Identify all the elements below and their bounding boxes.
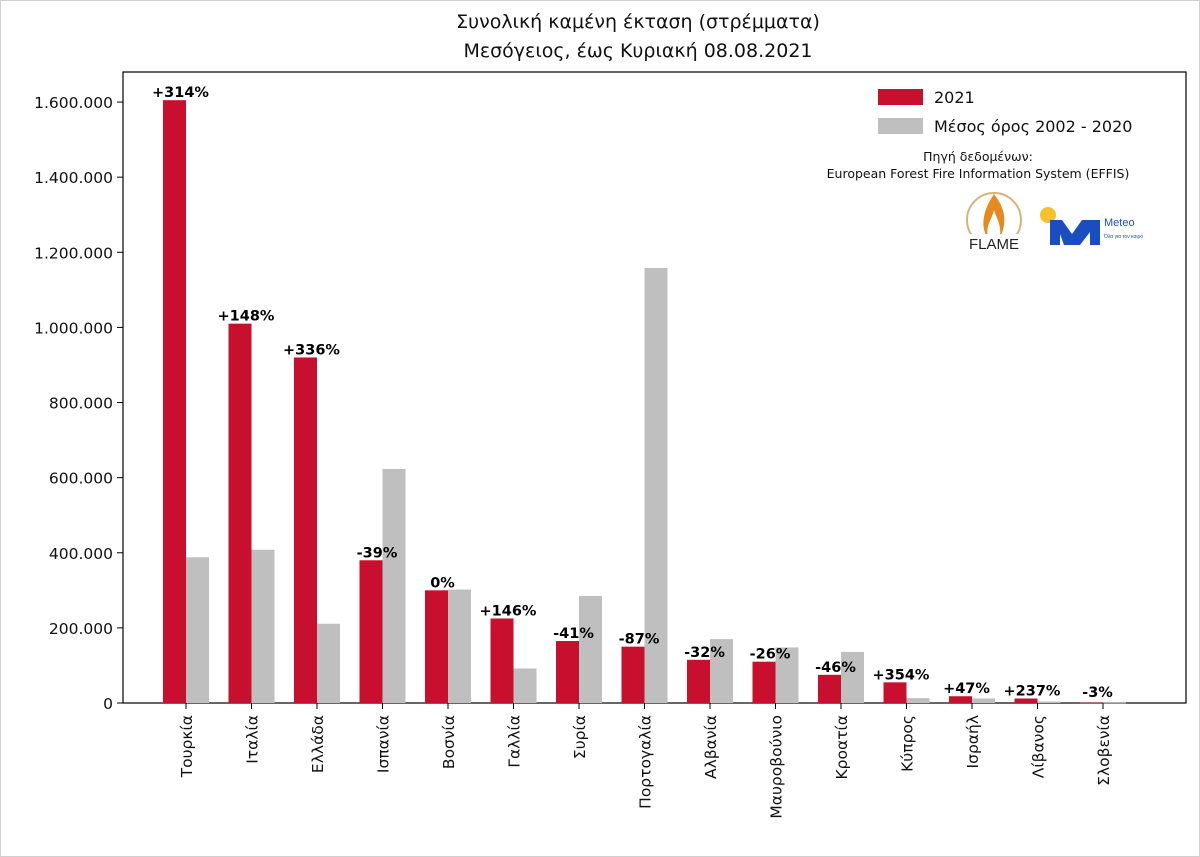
bar-average: [186, 557, 209, 703]
data-label: -26%: [750, 647, 791, 663]
bar-average: [579, 595, 602, 703]
data-label: -32%: [684, 645, 725, 661]
bar-average: [644, 268, 668, 703]
bar-2021: [687, 659, 710, 703]
x-tick-label: Γαλλία: [506, 715, 524, 768]
y-tick-label: 1.200.000: [34, 244, 113, 262]
x-tick-label: Κροατία: [833, 715, 851, 780]
bar-2021: [818, 674, 841, 703]
bar-average: [710, 639, 733, 703]
bar-2021: [556, 641, 579, 703]
data-labels: +314% +148% +336% -39% 0% +146% -41% -87% -32% -2…: [152, 85, 1113, 701]
legend-swatch-average: [878, 118, 923, 134]
flame-logo-text: FLAME: [969, 236, 1019, 253]
meteo-m-icon: [1050, 220, 1100, 245]
bar-average: [972, 698, 995, 703]
x-tick-label: Βοσνία: [440, 715, 458, 769]
y-tick-label: 0: [103, 695, 113, 713]
data-label: -39%: [357, 545, 398, 561]
x-tick-label: Τουρκία: [178, 715, 196, 778]
x-axis: Τουρκία Ιταλία Ελλάδα Ισπανία Βοσνία Γαλλία Συ…: [178, 703, 1113, 819]
meteo-logo-tagline: Όλα για τον καιρό: [1103, 233, 1143, 240]
data-label: -46%: [815, 660, 856, 676]
legend-swatch-2021: [878, 89, 923, 105]
y-tick-label: 800.000: [49, 395, 113, 413]
bar-2021: [294, 357, 317, 703]
chart-subtitle: Μεσόγειος, έως Κυριακή 08.08.2021: [463, 40, 812, 62]
data-label: -41%: [553, 626, 594, 642]
x-tick-label: Κύπρος: [899, 715, 917, 772]
bar-average: [448, 589, 471, 703]
x-tick-label: Πορτογαλία: [637, 715, 655, 809]
y-tick-label: 200.000: [49, 620, 113, 638]
data-label: -3%: [1082, 685, 1113, 701]
data-label: +146%: [480, 603, 537, 619]
data-label: 0%: [430, 575, 455, 591]
bar-average: [775, 647, 799, 703]
bar-2021: [490, 618, 514, 703]
data-label: +237%: [1004, 683, 1061, 699]
bar-average: [841, 651, 864, 703]
sun-icon: [1040, 207, 1056, 223]
bar-2021: [883, 682, 907, 703]
bar-2021: [163, 100, 186, 704]
x-tick-label: Μαυροβούνιο: [768, 715, 786, 819]
bar-2021: [425, 590, 448, 703]
bar-average: [251, 549, 275, 703]
flame-logo: FLAME: [966, 192, 1022, 253]
y-tick-label: 1.600.000: [34, 94, 113, 112]
x-tick-label: Συρία: [571, 715, 589, 759]
source-label: Πηγή δεδομένων:: [923, 149, 1033, 164]
legend-label-average: Μέσος όρος 2002 - 2020: [934, 117, 1132, 136]
bars: [163, 100, 1126, 704]
bar-2021: [359, 560, 383, 703]
x-tick-label: Ισραήλ: [964, 715, 982, 768]
data-label: -87%: [619, 632, 660, 648]
meteo-logo-text: Meteo: [1104, 217, 1135, 229]
data-label: +314%: [152, 85, 209, 101]
bar-2021: [1014, 698, 1038, 703]
bar-average: [382, 469, 406, 703]
x-tick-label: Ελλάδα: [309, 715, 327, 773]
data-label: +47%: [943, 681, 990, 697]
data-label: +354%: [873, 667, 930, 683]
bar-average: [1103, 702, 1126, 704]
bar-average: [906, 698, 930, 703]
bar-2021: [752, 661, 776, 703]
data-label: +336%: [283, 342, 340, 358]
y-tick-label: 1.000.000: [34, 319, 113, 337]
x-tick-label: Ιταλία: [244, 715, 262, 764]
legend: 2021 Μέσος όρος 2002 - 2020: [878, 88, 1132, 136]
x-tick-label: Λίβανος: [1030, 715, 1048, 778]
bar-2021: [621, 646, 645, 703]
y-tick-label: 400.000: [49, 545, 113, 563]
data-label: +148%: [218, 309, 275, 325]
x-tick-label: Αλβανία: [702, 715, 720, 779]
y-axis: 0 200.000 400.000 600.000 800.000 1.000.000 1.…: [34, 94, 123, 713]
meteo-logo: Meteo Όλα για τον καιρό: [1040, 207, 1143, 245]
bar-2021: [949, 696, 972, 703]
bar-2021: [228, 323, 252, 703]
chart-title: Συνολική καμένη έκταση (στρέμματα): [456, 11, 820, 33]
flame-logo-band: [968, 234, 1020, 252]
bar-2021: [1080, 702, 1103, 704]
y-tick-label: 1.400.000: [34, 169, 113, 187]
bar-average: [1037, 701, 1061, 703]
flame-icon: [983, 194, 1005, 240]
bar-average: [513, 668, 537, 703]
x-tick-label: Ισπανία: [375, 715, 393, 773]
bar-average: [317, 623, 340, 703]
y-tick-label: 600.000: [49, 470, 113, 488]
x-tick-label: Σλοβενία: [1095, 715, 1113, 786]
source-name: European Forest Fire Information System …: [827, 166, 1130, 181]
legend-label-2021: 2021: [934, 88, 975, 107]
